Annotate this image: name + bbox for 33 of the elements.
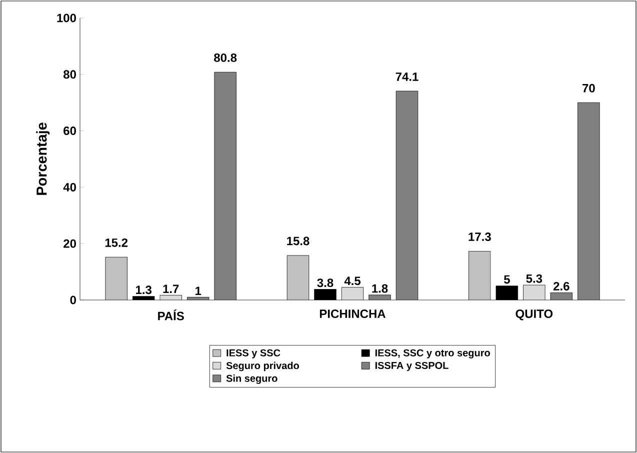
bar [105, 257, 128, 300]
bar [287, 255, 309, 300]
x-tick-label: PAÍS [158, 310, 184, 320]
data-label: 74.1 [396, 72, 418, 81]
data-label: 5 [504, 275, 510, 284]
data-label: 1.7 [163, 284, 179, 294]
data-label: 15.8 [287, 236, 310, 246]
y-tick-label: 100 [57, 14, 76, 22]
y-tick-label: 20 [64, 239, 76, 248]
legend-label: IESS y SSC [226, 349, 280, 358]
data-label: 80.8 [214, 53, 237, 62]
data-label: 17.3 [468, 232, 491, 242]
y-axis-title: Porcentaje [36, 122, 50, 195]
data-label: 5.3 [526, 274, 542, 283]
legend-label: IESS, SSC y otro seguro [375, 349, 490, 358]
data-label: 1.3 [136, 286, 152, 294]
data-label: 15.2 [105, 238, 128, 247]
data-label: 1 [196, 286, 202, 295]
x-tick-label: PICHINCHA [320, 310, 386, 318]
legend-label: ISSFA y SSPOL [375, 362, 448, 371]
bar [468, 251, 491, 300]
data-label: 3.8 [317, 278, 334, 288]
y-tick-label: 40 [63, 182, 76, 192]
data-label: 70 [582, 84, 595, 92]
y-tick-label: 80 [64, 70, 76, 79]
x-tick-label: QUITO [516, 310, 553, 320]
data-label: 2.6 [554, 282, 570, 290]
data-label: 4.5 [344, 276, 361, 286]
data-label: 1.8 [372, 284, 388, 293]
legend-label: Sin seguro [226, 374, 278, 384]
y-tick-label: 60 [64, 126, 76, 136]
y-tick-label: 0 [70, 296, 76, 304]
legend-label: Seguro privado [226, 362, 299, 372]
